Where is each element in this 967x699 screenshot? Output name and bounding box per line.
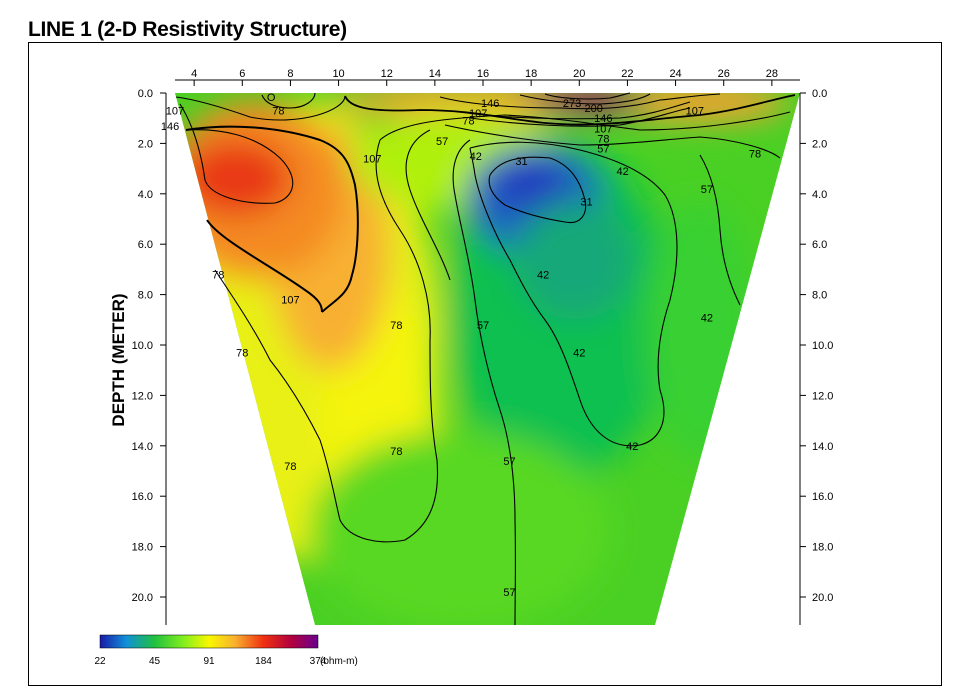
contour-label: 78 — [597, 133, 609, 145]
chart-frame — [28, 42, 942, 686]
y-tick-label-left: 2.0 — [138, 138, 153, 150]
y-tick-label-left: 20.0 — [132, 592, 153, 604]
contour-label: 78 — [390, 320, 402, 332]
y-tick-label-left: 14.0 — [132, 441, 153, 453]
contour-label: 146 — [594, 113, 612, 125]
colorbar-unit: (ohm-m) — [320, 656, 358, 667]
contour-label: 78 — [236, 348, 248, 360]
x-tick-label: 20 — [573, 68, 585, 80]
y-axis-ticks-right: 0.0 2.0 4.0 6.0 8.0 10.0 12.0 14.0 16.0 18.0 20.0 — [800, 88, 833, 604]
colorbar-tick-label: 45 — [149, 656, 161, 667]
contour-label: 57 — [503, 456, 515, 468]
colorbar: 22 45 91 184 374 (ohm-m) — [94, 634, 358, 667]
y-tick-label-left: 8.0 — [138, 290, 153, 302]
y-tick-label-left: 0.0 — [138, 88, 153, 100]
y-tick-label-right: 0.0 — [812, 88, 827, 100]
contour-label: 107 — [166, 106, 184, 118]
x-tick-label: 8 — [287, 68, 293, 80]
contour-label: 42 — [701, 312, 713, 324]
contour-label: 107 — [469, 108, 487, 120]
contour-label: 57 — [503, 587, 515, 599]
x-axis-ticks: 4 6 8 10 12 14 16 18 20 22 24 26 28 — [191, 68, 778, 86]
x-tick-label: 28 — [766, 68, 778, 80]
x-tick-label: 4 — [191, 68, 197, 80]
contour-label: 42 — [616, 166, 628, 178]
resistivity-field — [175, 93, 800, 625]
y-tick-label-right: 6.0 — [812, 239, 827, 251]
y-tick-label-right: 8.0 — [812, 290, 827, 302]
y-tick-label-left: 6.0 — [138, 239, 153, 251]
contour-label: 78 — [272, 106, 284, 118]
x-tick-label: 18 — [525, 68, 537, 80]
y-tick-label-right: 18.0 — [812, 542, 833, 554]
contour-label: 78 — [749, 148, 761, 160]
y-tick-label-right: 2.0 — [812, 138, 827, 150]
x-tick-label: 22 — [621, 68, 633, 80]
colorbar-tick-label: 91 — [203, 656, 215, 667]
contour-label: 57 — [597, 143, 609, 155]
colorbar-ticks: 22 45 91 184 374 — [94, 656, 326, 667]
colorbar-tick-label: 184 — [255, 656, 272, 667]
contour-label: 42 — [573, 348, 585, 360]
axes — [165, 79, 801, 625]
x-tick-label: 16 — [477, 68, 489, 80]
contour-label: O — [267, 92, 276, 104]
x-tick-label: 26 — [718, 68, 730, 80]
y-tick-label-right: 4.0 — [812, 189, 827, 201]
contour-label: 57 — [477, 320, 489, 332]
contour-label: 78 — [212, 269, 224, 281]
contour-label: 57 — [701, 184, 713, 196]
x-tick-label: 12 — [381, 68, 393, 80]
contour-label: 31 — [580, 196, 592, 208]
x-tick-label: 10 — [332, 68, 344, 80]
contour-label: 146 — [481, 98, 499, 110]
y-tick-label-right: 12.0 — [812, 390, 833, 402]
x-tick-label: 24 — [669, 68, 681, 80]
contour-label: 107 — [686, 106, 704, 118]
y-tick-label-right: 10.0 — [812, 340, 833, 352]
colorbar-scale — [99, 634, 319, 649]
contour-label: 146 — [161, 121, 179, 133]
y-tick-label-right: 16.0 — [812, 491, 833, 503]
colorbar-tick-label: 374 — [310, 656, 327, 667]
y-tick-label-left: 12.0 — [132, 390, 153, 402]
x-tick-label: 6 — [239, 68, 245, 80]
x-tick-label: 14 — [429, 68, 441, 80]
y-axis-ticks-left: 0.0 2.0 4.0 6.0 8.0 10.0 12.0 14.0 16.0 18.0 20.0 — [132, 88, 166, 604]
y-tick-label-left: 18.0 — [132, 542, 153, 554]
y-tick-label-left: 16.0 — [132, 491, 153, 503]
contour-label: 78 — [390, 446, 402, 458]
contour-lines — [175, 92, 796, 626]
contour-label: 107 — [281, 295, 299, 307]
chart-title: LINE 1 (2-D Resistivity Structure) — [28, 18, 347, 41]
y-tick-label-right: 14.0 — [812, 441, 833, 453]
contour-label: 78 — [462, 116, 474, 128]
y-tick-label-right: 20.0 — [812, 592, 833, 604]
contour-label: 200 — [585, 103, 603, 115]
colorbar-tick-label: 22 — [94, 656, 106, 667]
contour-label: 273 — [563, 98, 581, 110]
contour-label: 107 — [363, 154, 381, 166]
y-axis-label: DEPTH (METER) — [109, 293, 128, 426]
contour-label: 78 — [284, 461, 296, 473]
contour-label: 31 — [515, 156, 527, 168]
y-tick-label-left: 4.0 — [138, 189, 153, 201]
contour-label: 42 — [537, 269, 549, 281]
contour-label: 57 — [436, 136, 448, 148]
contour-label: 42 — [470, 151, 482, 163]
contour-label: 107 — [594, 123, 612, 135]
contour-label: 42 — [626, 441, 638, 453]
y-tick-label-left: 10.0 — [132, 340, 153, 352]
